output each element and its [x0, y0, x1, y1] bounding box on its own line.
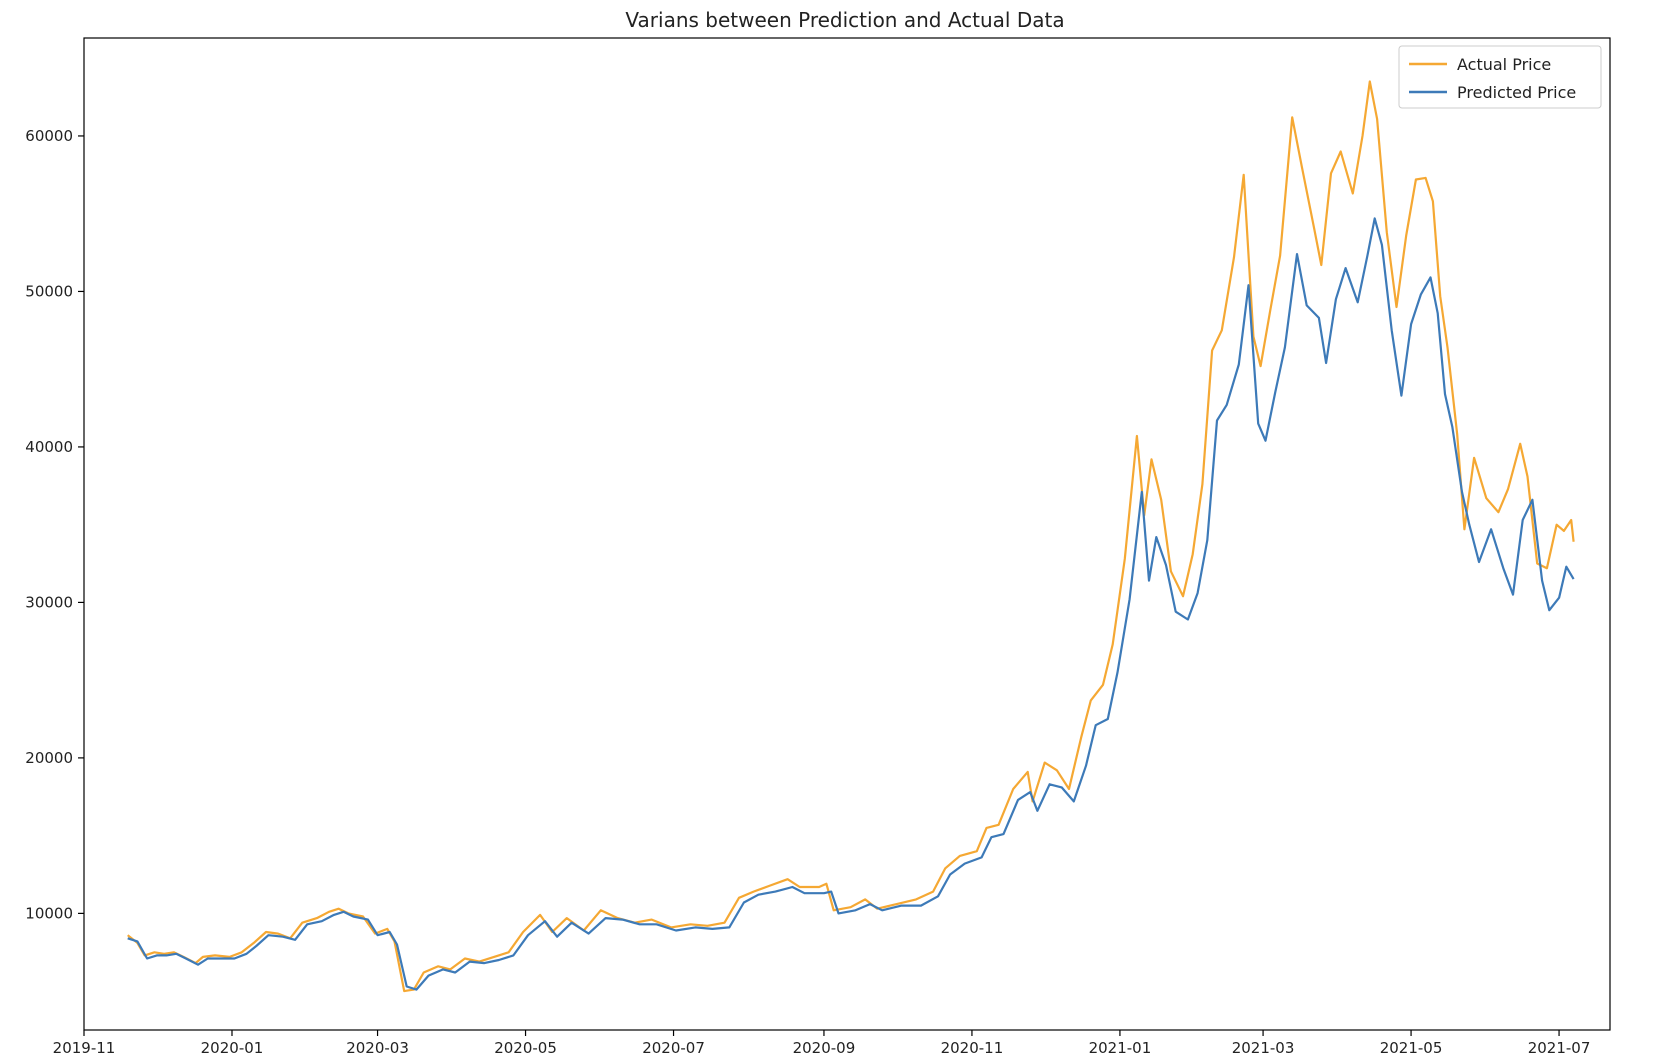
x-tick-label: 2021-07 — [1528, 1039, 1591, 1057]
x-tick-label: 2019-11 — [53, 1039, 116, 1057]
y-axis: 10000 20000 30000 40000 50000 60000 — [25, 127, 84, 922]
chart-title: Varians between Prediction and Actual Da… — [625, 8, 1064, 32]
series-line-predicted-price — [127, 217, 1575, 991]
x-tick-label: 2021-01 — [1089, 1039, 1152, 1057]
y-tick-label: 10000 — [25, 904, 73, 922]
series-line-actual-price — [127, 80, 1575, 993]
legend: Actual Price Predicted Price — [1398, 45, 1602, 109]
x-tick-label: 2020-01 — [201, 1039, 264, 1057]
legend-box — [1398, 45, 1602, 109]
legend-label: Actual Price — [1457, 55, 1551, 74]
x-tick-label: 2020-03 — [346, 1039, 409, 1057]
y-tick-label: 60000 — [25, 127, 73, 145]
series-layer — [127, 80, 1575, 993]
legend-label: Predicted Price — [1457, 83, 1576, 102]
x-tick-label: 2020-11 — [941, 1039, 1004, 1057]
plot-area-frame — [83, 37, 1611, 1031]
x-tick-label: 2020-05 — [494, 1039, 557, 1057]
x-axis: 2019-11 2020-01 2020-03 2020-05 2020-07 2020-… — [53, 1030, 1591, 1057]
y-tick-label: 40000 — [25, 438, 73, 456]
x-tick-label: 2021-03 — [1232, 1039, 1295, 1057]
x-tick-label: 2020-07 — [642, 1039, 705, 1057]
y-tick-label: 30000 — [25, 593, 73, 611]
x-tick-label: 2021-05 — [1380, 1039, 1443, 1057]
y-tick-label: 50000 — [25, 282, 73, 300]
x-tick-label: 2020-09 — [793, 1039, 856, 1057]
y-tick-label: 20000 — [25, 749, 73, 767]
